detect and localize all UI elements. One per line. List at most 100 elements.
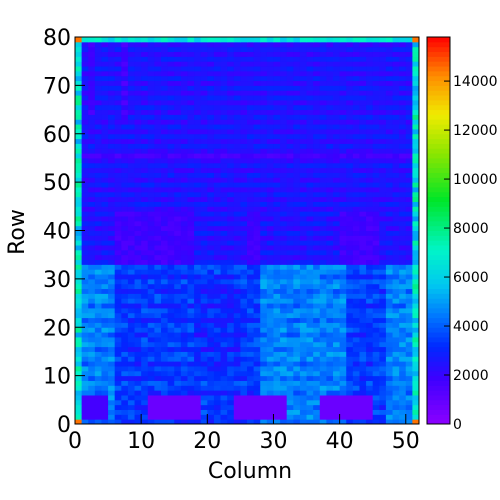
heatmap-cell [333, 336, 341, 343]
heatmap-cell [266, 70, 274, 77]
heatmap-cell [379, 264, 387, 270]
heatmap-cell [346, 162, 354, 169]
heatmap-cell [101, 172, 109, 178]
heatmap-cell [412, 235, 420, 241]
heatmap-cell [286, 37, 294, 43]
heatmap-cell [412, 196, 420, 202]
heatmap-cell [266, 274, 274, 280]
heatmap-cell [167, 230, 175, 236]
heatmap-cell [392, 336, 400, 343]
heatmap-cell [359, 307, 367, 314]
heatmap-cell [240, 361, 248, 367]
heatmap-cell [194, 75, 202, 82]
heatmap-cell [174, 75, 182, 82]
heatmap-cell [385, 143, 394, 149]
heatmap-cell [194, 211, 202, 217]
heatmap-cell [359, 85, 367, 91]
heatmap-cell [299, 278, 308, 285]
heatmap-cell [141, 220, 149, 227]
heatmap-cell [352, 177, 360, 183]
heatmap-cell [399, 346, 407, 352]
heatmap-cell [346, 99, 354, 106]
heatmap-cell [141, 419, 149, 425]
heatmap-cell [200, 46, 208, 53]
heatmap-cell [260, 414, 268, 420]
heatmap-cell [81, 322, 89, 328]
heatmap-cell [286, 191, 294, 198]
heatmap-cell [207, 361, 215, 367]
heatmap-cell [366, 307, 374, 314]
heatmap-cell [233, 128, 241, 135]
heatmap-cell [326, 196, 334, 202]
heatmap-cell [392, 346, 400, 352]
heatmap-cell [286, 269, 294, 275]
heatmap-cell [280, 162, 288, 169]
heatmap-cell [101, 254, 109, 261]
heatmap-cell [366, 51, 374, 57]
heatmap-cell [313, 162, 321, 169]
heatmap-cell [352, 293, 360, 299]
heatmap-cell [366, 365, 374, 372]
heatmap-cell [405, 380, 413, 386]
heatmap-cell [180, 46, 188, 53]
heatmap-cell [293, 240, 301, 246]
heatmap-cell [339, 182, 347, 188]
heatmap-cell [412, 128, 420, 135]
heatmap-cell [319, 225, 327, 231]
heatmap-cell [306, 414, 314, 420]
heatmap-cell [141, 153, 149, 159]
heatmap-cell [167, 293, 175, 299]
heatmap-cell [213, 109, 222, 115]
heatmap-cell [167, 322, 175, 328]
heatmap-cell [167, 220, 175, 227]
heatmap-cell [200, 51, 208, 57]
heatmap-cell [286, 249, 294, 256]
heatmap-cell [127, 46, 136, 53]
heatmap-cell [366, 278, 374, 285]
heatmap-cell [260, 235, 268, 241]
heatmap-cell [379, 419, 387, 425]
heatmap-cell [108, 245, 116, 251]
heatmap-cell [101, 201, 109, 207]
heatmap-cell [121, 351, 129, 357]
heatmap-cell [200, 56, 208, 62]
heatmap-cell [366, 375, 374, 381]
heatmap-cell [366, 380, 374, 386]
heatmap-cell [161, 293, 169, 299]
heatmap-cell [141, 390, 149, 396]
heatmap-cell [299, 346, 308, 352]
heatmap-cell [88, 240, 96, 246]
heatmap-cell [207, 41, 215, 48]
heatmap-cell [253, 46, 261, 53]
heatmap-cell [299, 143, 308, 149]
heatmap-cell [154, 414, 162, 420]
heatmap-cell [88, 99, 96, 106]
heatmap-cell [81, 51, 89, 57]
heatmap-cell [167, 85, 175, 91]
heatmap-cell [174, 162, 182, 169]
heatmap-cell [114, 317, 122, 323]
heatmap-cell [114, 56, 122, 62]
heatmap-cell [412, 278, 420, 285]
heatmap-cell [313, 269, 321, 275]
heatmap-cell [326, 254, 334, 261]
heatmap-cell [161, 56, 169, 62]
heatmap-cell [121, 394, 129, 401]
heatmap-cell [333, 167, 341, 173]
heatmap-cell [127, 249, 136, 256]
heatmap-cell [260, 298, 268, 304]
heatmap-cell [101, 298, 109, 304]
heatmap-cell [207, 269, 215, 275]
heatmap-cell [108, 351, 116, 357]
heatmap-cell [200, 278, 208, 285]
heatmap-cell [187, 95, 195, 101]
heatmap-cell [247, 201, 255, 207]
heatmap-cell [359, 249, 367, 256]
heatmap-cell [187, 186, 195, 193]
heatmap-cell [180, 119, 188, 125]
heatmap-cell [319, 332, 327, 338]
heatmap-cell [233, 119, 241, 125]
heatmap-cell [253, 220, 261, 227]
heatmap-cell [333, 278, 341, 285]
heatmap-cell [121, 148, 129, 154]
